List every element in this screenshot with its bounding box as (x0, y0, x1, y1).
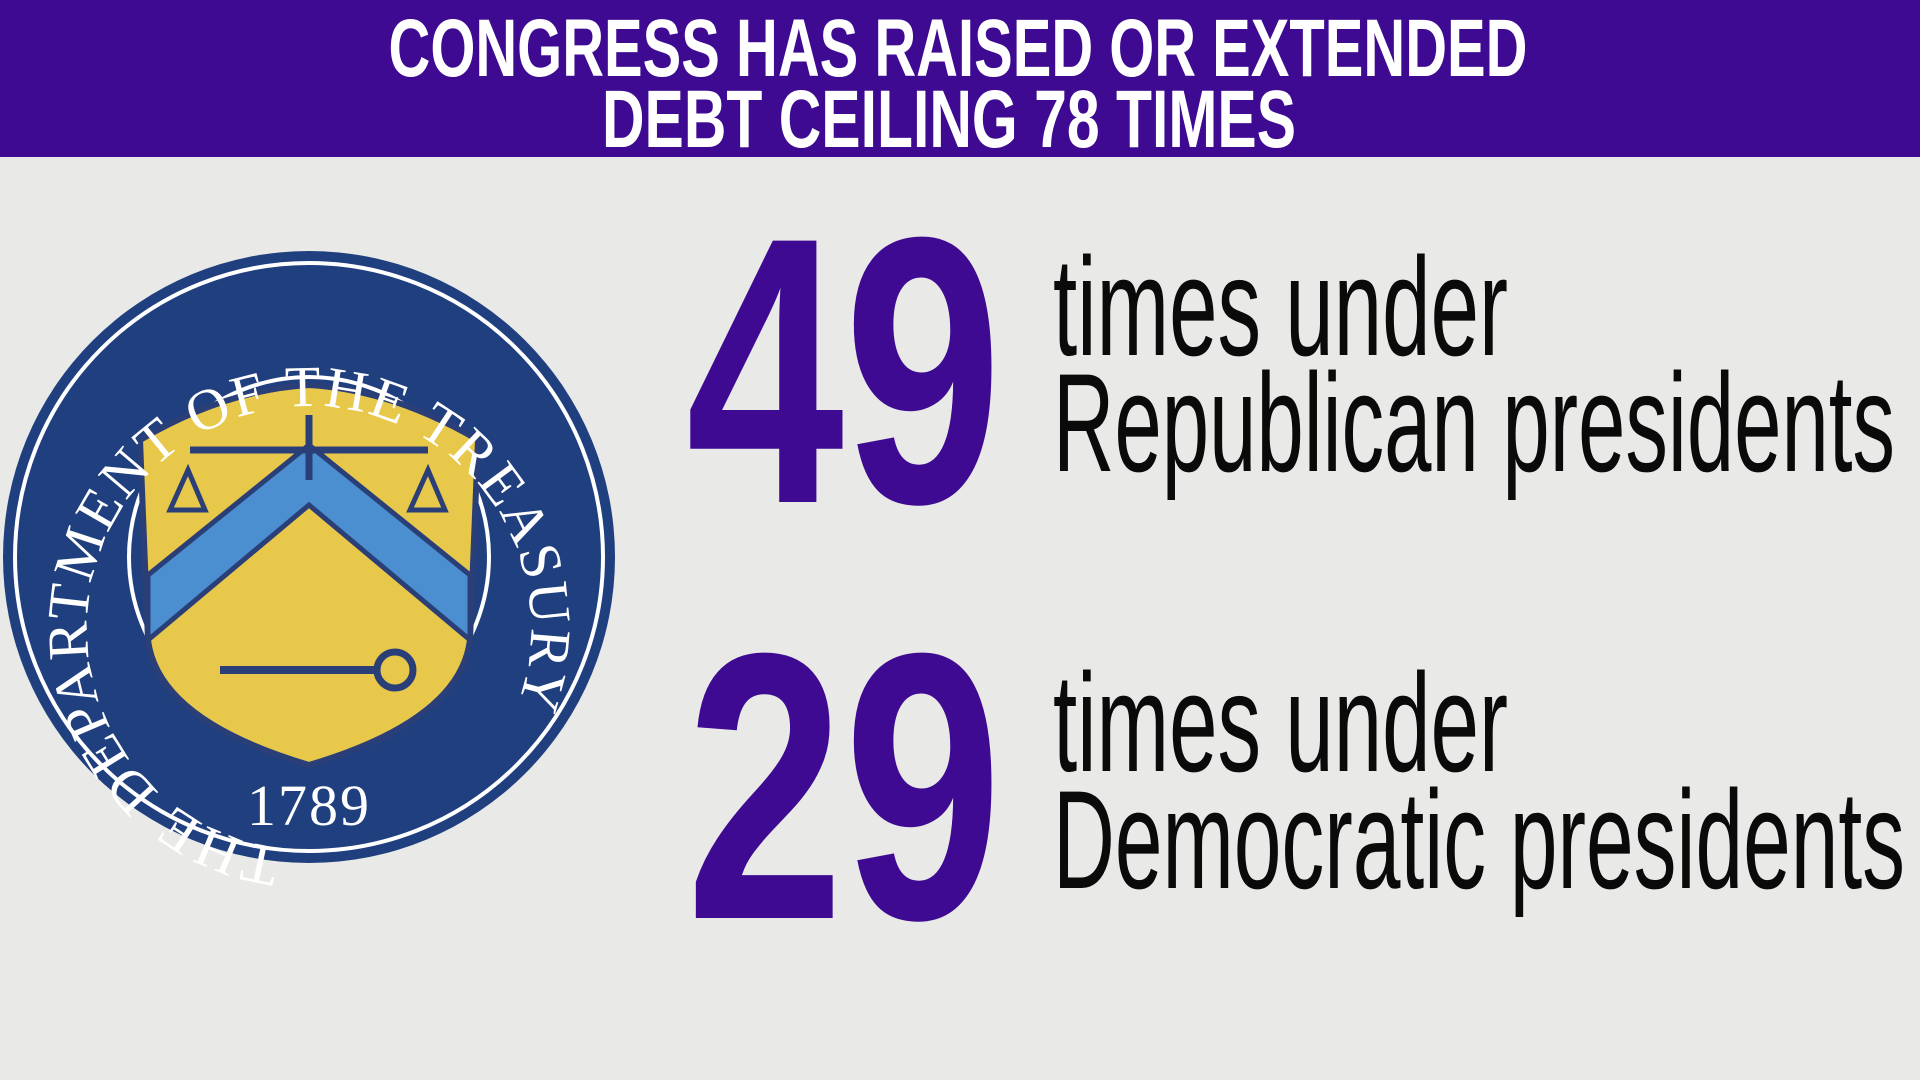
seal-scale (166, 463, 449, 513)
stat-number: 49 (686, 158, 1002, 583)
stat-number: 29 (686, 574, 1002, 999)
header-title: DEBT CEILING 78 TIMES (602, 74, 1296, 165)
stat-label: times under (1053, 644, 1508, 801)
stat-label: Democratic presidents (1053, 761, 1905, 918)
header-title: CONGRESS HAS RAISED OR EXTENDED (389, 3, 1528, 94)
treasury-seal: THE DEPARTMENT OF THE TREASURY 1789 (3, 251, 615, 900)
header-bar (0, 0, 1920, 157)
seal-chevron (145, 441, 473, 646)
seal-year: 1789 (247, 773, 371, 838)
seal-key (373, 648, 417, 692)
stat-label: times under (1053, 228, 1508, 385)
seal-ring (13, 261, 605, 853)
stat-label: Republican presidents (1053, 344, 1895, 501)
